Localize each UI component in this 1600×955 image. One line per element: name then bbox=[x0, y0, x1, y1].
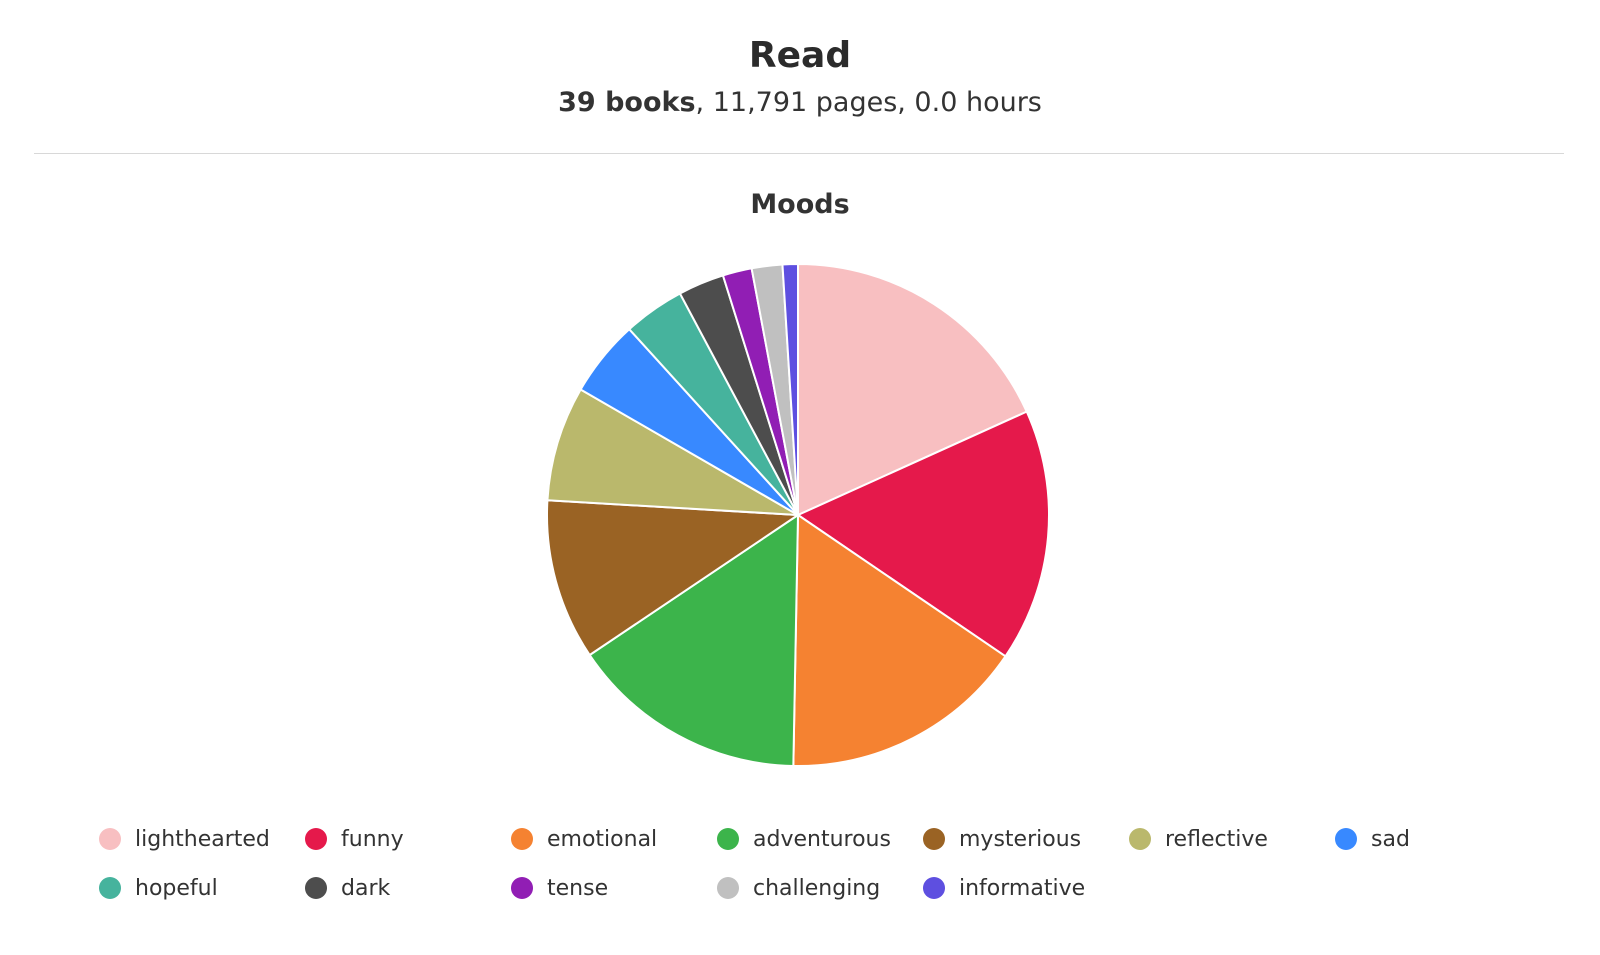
legend-dot-icon bbox=[717, 877, 739, 899]
legend-dot-icon bbox=[1129, 828, 1151, 850]
legend-dot-icon bbox=[305, 877, 327, 899]
legend-dot-icon bbox=[511, 877, 533, 899]
legend-item-emotional[interactable]: emotional bbox=[511, 824, 657, 854]
legend-item-challenging[interactable]: challenging bbox=[717, 873, 880, 903]
pie-slice-emotional[interactable] bbox=[792, 514, 1007, 767]
legend-item-sad[interactable]: sad bbox=[1335, 824, 1410, 854]
pie-slice-mysterious[interactable] bbox=[546, 499, 799, 657]
legend-item-tense[interactable]: tense bbox=[511, 873, 608, 903]
legend-label: sad bbox=[1371, 826, 1410, 852]
pie-slice-informative[interactable] bbox=[781, 262, 799, 516]
legend-label: mysterious bbox=[959, 826, 1082, 852]
legend-dot-icon bbox=[305, 828, 327, 850]
legend-label: reflective bbox=[1165, 826, 1268, 852]
legend-item-reflective[interactable]: reflective bbox=[1129, 824, 1268, 854]
pages-hours-text: , 11,791 pages, 0.0 hours bbox=[695, 87, 1042, 118]
legend-dot-icon bbox=[717, 828, 739, 850]
reading-summary: 39 books, 11,791 pages, 0.0 hours bbox=[0, 86, 1600, 120]
legend-item-informative[interactable]: informative bbox=[923, 873, 1085, 903]
legend-label: hopeful bbox=[135, 875, 218, 901]
books-count: 39 books bbox=[558, 87, 696, 118]
pie-slice-adventurous[interactable] bbox=[588, 514, 799, 767]
legend-label: challenging bbox=[753, 875, 881, 901]
divider bbox=[34, 153, 1564, 154]
legend-label: lighthearted bbox=[135, 826, 270, 852]
legend-label: emotional bbox=[547, 826, 658, 852]
legend-label: funny bbox=[341, 826, 404, 852]
legend-label: dark bbox=[341, 875, 391, 901]
legend-label: adventurous bbox=[753, 826, 891, 852]
page-title: Read bbox=[748, 35, 852, 76]
legend-dot-icon bbox=[1335, 828, 1357, 850]
pie-slice-lighthearted[interactable] bbox=[797, 263, 1028, 516]
legend-item-adventurous[interactable]: adventurous bbox=[717, 824, 891, 854]
legend-item-dark[interactable]: dark bbox=[305, 873, 390, 903]
legend-dot-icon bbox=[923, 877, 945, 899]
legend-label: tense bbox=[547, 875, 609, 901]
legend-item-hopeful[interactable]: hopeful bbox=[99, 873, 218, 903]
legend-item-lighthearted[interactable]: lighthearted bbox=[99, 824, 270, 854]
legend-dot-icon bbox=[99, 877, 121, 899]
legend-dot-icon bbox=[923, 828, 945, 850]
legend-label: informative bbox=[959, 875, 1086, 901]
legend-dot-icon bbox=[511, 828, 533, 850]
legend-item-mysterious[interactable]: mysterious bbox=[923, 824, 1081, 854]
chart-title: Moods bbox=[750, 189, 850, 220]
legend-item-funny[interactable]: funny bbox=[305, 824, 404, 854]
pie-slice-reflective[interactable] bbox=[546, 388, 799, 516]
legend-dot-icon bbox=[99, 828, 121, 850]
pie-slice-funny[interactable] bbox=[797, 410, 1050, 658]
